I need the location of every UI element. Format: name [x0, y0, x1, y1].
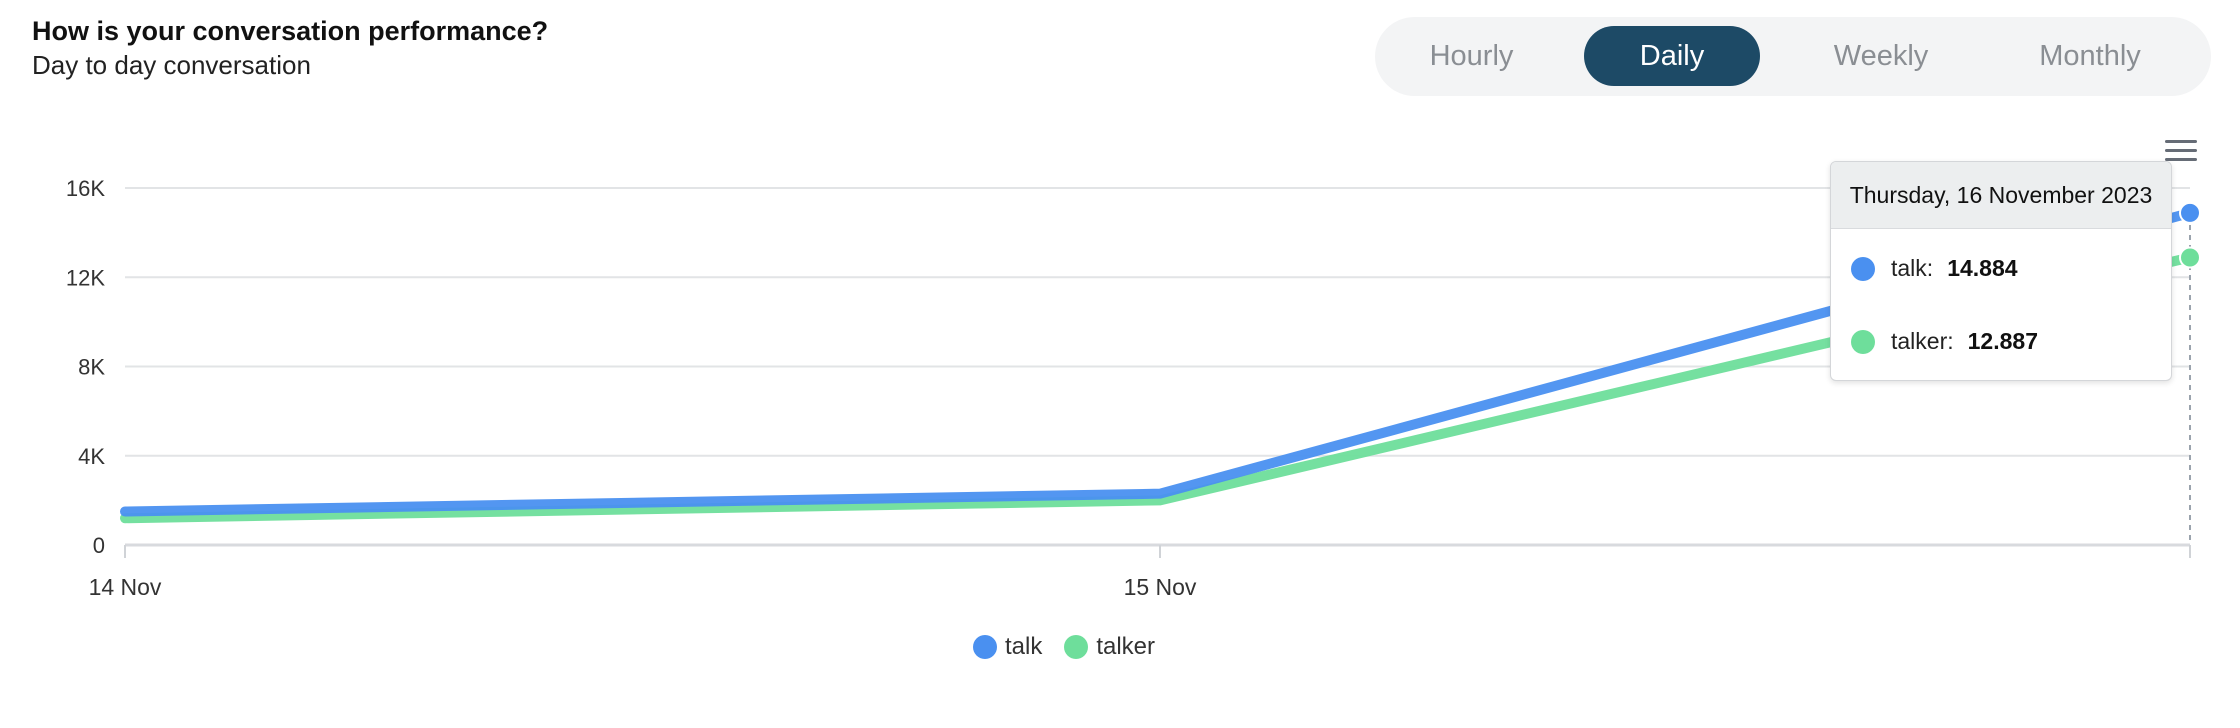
y-tick-label: 8K — [78, 355, 105, 380]
y-tick-label: 16K — [66, 176, 105, 201]
chart-legend: talk talker — [0, 633, 2240, 661]
tooltip-talk-label: talk: — [1891, 255, 1934, 281]
legend-talker-marker — [1064, 635, 1089, 659]
y-tick-label: 4K — [78, 444, 105, 469]
hamburger-menu-icon[interactable] — [2165, 140, 2197, 166]
tooltip-row-talker: talker: 12.887 — [1831, 328, 2038, 355]
legend-talk-label: talk — [1004, 633, 1043, 660]
point-talker — [2179, 246, 2201, 269]
y-tick-label: 12K — [66, 265, 105, 290]
tab-daily[interactable]: Daily — [1584, 26, 1760, 86]
legend-talk-marker — [972, 635, 997, 659]
page-subtitle: Day to day conversation — [32, 50, 311, 80]
tab-hourly[interactable]: Hourly — [1429, 39, 1514, 72]
x-tick-label: 14 Nov — [89, 574, 162, 600]
tooltip-talker-marker — [1851, 329, 1875, 354]
x-tick-label: 15 Nov — [1124, 574, 1197, 600]
range-toggle-group: Hourly Daily Weekly Monthly — [1375, 17, 2211, 96]
legend-item-talk[interactable]: talk — [972, 633, 1043, 661]
page-title: How is your conversation performance? — [32, 16, 549, 46]
tooltip-talker-value: 12.887 — [1967, 328, 2038, 354]
tooltip-talker-label: talker: — [1891, 328, 1954, 354]
tooltip-talk-marker — [1851, 256, 1875, 281]
tooltip-talk-value: 14.884 — [1947, 255, 2018, 281]
tab-weekly[interactable]: Weekly — [1833, 39, 1929, 72]
tab-monthly[interactable]: Monthly — [2039, 39, 2141, 72]
tooltip-row-talk: talk: 14.884 — [1831, 255, 2018, 282]
legend-item-talker[interactable]: talker — [1064, 633, 1155, 661]
legend-talker-label: talker — [1096, 633, 1156, 660]
y-tick-label: 0 — [93, 533, 105, 558]
tooltip-date: Thursday, 16 November 2023 — [1831, 162, 2171, 229]
chart-tooltip: Thursday, 16 November 2023 talk: 14.884 … — [1830, 161, 2172, 381]
point-talk — [2179, 201, 2201, 224]
